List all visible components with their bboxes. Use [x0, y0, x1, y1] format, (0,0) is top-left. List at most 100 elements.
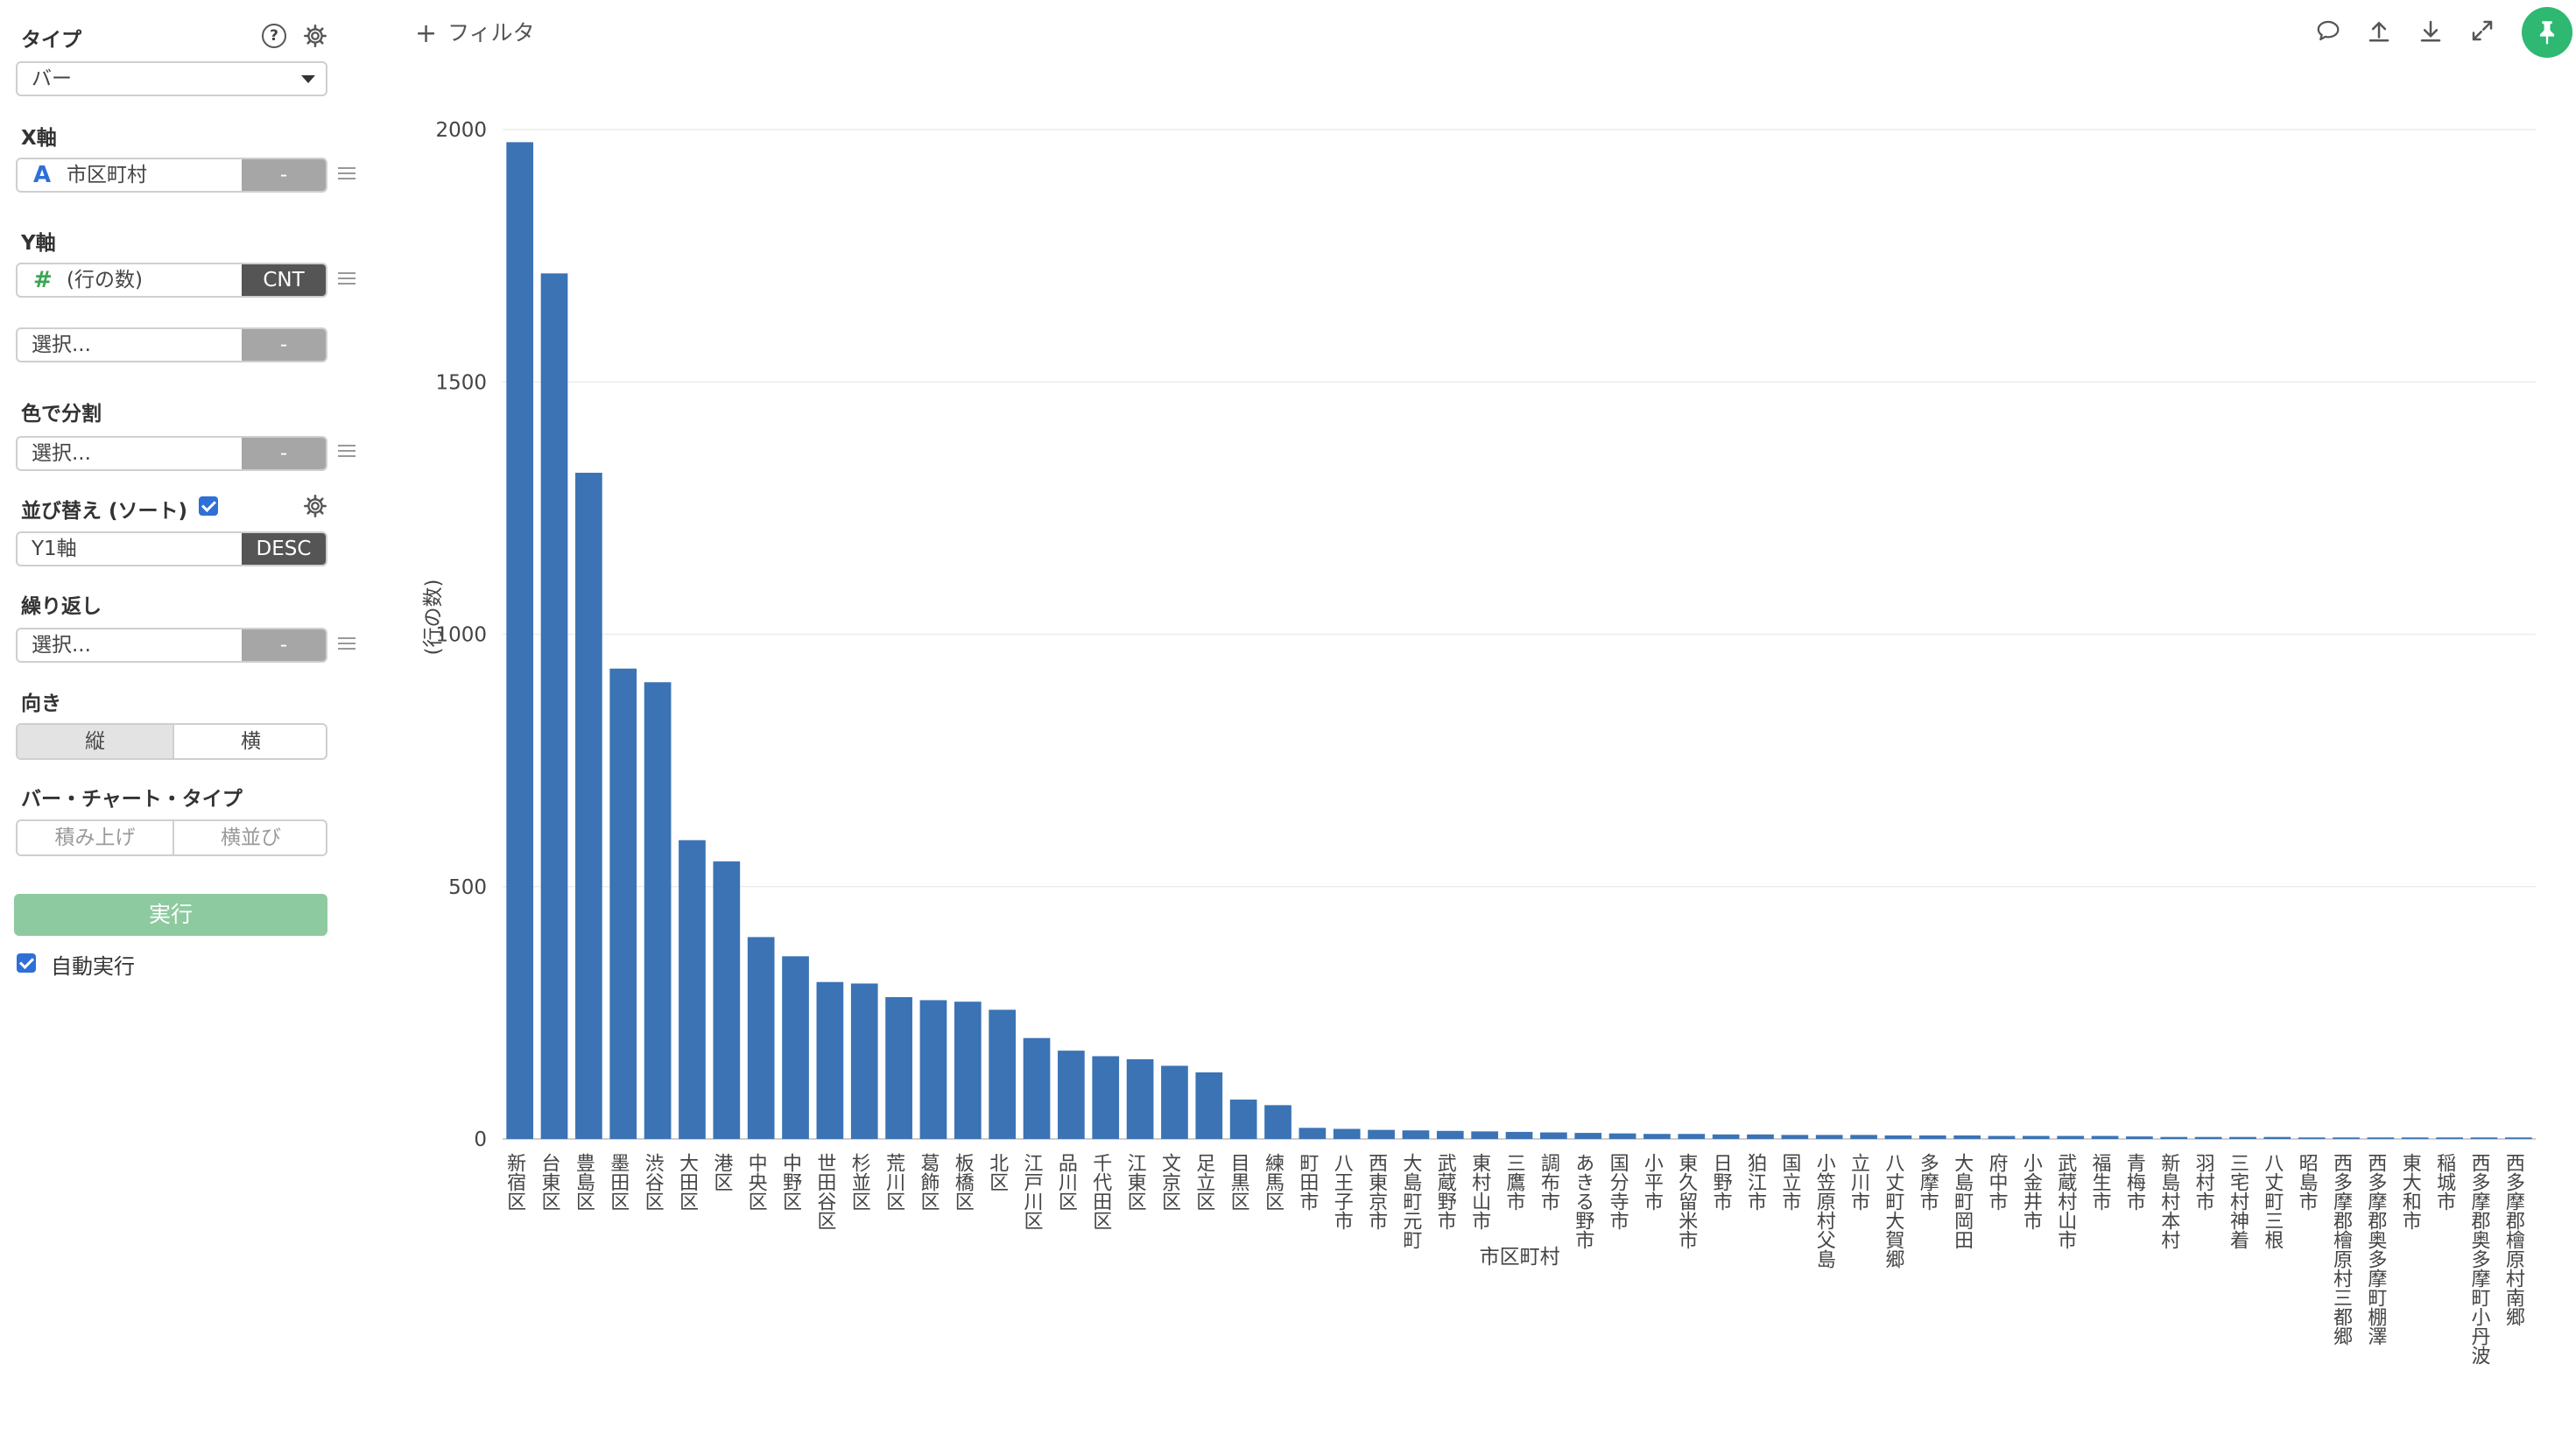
y-axis-menu-icon[interactable] [338, 272, 355, 290]
bar[interactable] [1229, 1100, 1257, 1139]
bar[interactable] [2436, 1137, 2463, 1139]
bar[interactable] [2091, 1135, 2119, 1139]
sort-field[interactable]: Y1軸 DESC [16, 531, 327, 566]
bar[interactable] [713, 861, 741, 1139]
y-axis-field[interactable]: # (行の数) CNT [16, 263, 327, 298]
bar[interactable] [1333, 1128, 1361, 1139]
bar[interactable] [782, 956, 809, 1139]
run-button[interactable]: 実行 [14, 894, 327, 936]
bar[interactable] [609, 668, 637, 1139]
bar[interactable] [506, 142, 534, 1140]
bar[interactable] [1368, 1129, 1395, 1139]
bar[interactable] [1436, 1130, 1464, 1139]
comment-icon[interactable] [2315, 18, 2341, 44]
bar[interactable] [1264, 1105, 1292, 1139]
pin-button[interactable] [2522, 7, 2572, 58]
bar[interactable] [1850, 1135, 1877, 1139]
bar[interactable] [2229, 1136, 2256, 1139]
bar[interactable] [2401, 1137, 2429, 1139]
bar[interactable] [850, 983, 878, 1139]
repeat-field[interactable]: 選択... - [16, 628, 327, 663]
y2-axis-field[interactable]: 選択... - [16, 327, 327, 362]
y2-axis-aggregation-button[interactable]: - [242, 329, 326, 361]
add-filter-button[interactable]: + フィルタ [415, 16, 535, 49]
bar[interactable] [679, 840, 706, 1139]
expand-icon[interactable] [2469, 18, 2495, 44]
bar[interactable] [1781, 1135, 1809, 1139]
x-axis-menu-icon[interactable] [338, 167, 355, 185]
bar[interactable] [1540, 1132, 1567, 1139]
bar[interactable] [2504, 1137, 2532, 1139]
x-tick-label: 荒川区 [883, 1153, 905, 1211]
color-split-aggregation-button[interactable]: - [242, 438, 326, 469]
bar[interactable] [1884, 1135, 1912, 1139]
bar[interactable] [885, 997, 912, 1139]
x-tick-label: 港区 [710, 1153, 733, 1191]
bar[interactable] [989, 1009, 1017, 1139]
bar[interactable] [1195, 1072, 1223, 1139]
bar[interactable] [1574, 1133, 1602, 1139]
bar[interactable] [816, 981, 844, 1139]
color-split-field[interactable]: 選択... - [16, 436, 327, 471]
bar-chart-type-toggle: 積み上げ 横並び [16, 819, 327, 856]
bar[interactable] [1023, 1037, 1051, 1139]
bar[interactable] [2057, 1135, 2085, 1139]
bar[interactable] [1608, 1133, 1636, 1139]
x-tick-label: 江東区 [1124, 1153, 1147, 1211]
bar[interactable] [1678, 1134, 1706, 1139]
bar[interactable] [575, 473, 602, 1139]
type-select[interactable]: バー [16, 61, 327, 96]
bar[interactable] [2263, 1136, 2291, 1139]
help-icon[interactable]: ? [262, 24, 286, 48]
orientation-vertical-option[interactable]: 縦 [18, 725, 174, 758]
bar[interactable] [1161, 1065, 1188, 1139]
color-split-menu-icon[interactable] [338, 445, 355, 462]
bar[interactable] [2333, 1137, 2360, 1139]
download-icon[interactable] [2418, 18, 2444, 44]
auto-run-checkbox[interactable] [17, 953, 36, 973]
x-tick-label: 豊島区 [573, 1153, 595, 1211]
x-tick-label: 東村山市 [1468, 1153, 1491, 1230]
bar[interactable] [747, 937, 775, 1139]
bar[interactable] [2160, 1136, 2188, 1139]
bar[interactable] [954, 1002, 982, 1139]
bar[interactable] [1712, 1134, 1740, 1139]
bar[interactable] [2022, 1135, 2050, 1139]
bar[interactable] [1953, 1135, 1981, 1139]
bar[interactable] [919, 1000, 947, 1139]
bar-type-stacked-option[interactable]: 積み上げ [18, 821, 174, 854]
bar[interactable] [1126, 1058, 1154, 1139]
bar[interactable] [1505, 1131, 1533, 1139]
x-tick-label: 中央区 [745, 1153, 768, 1211]
bar[interactable] [1092, 1056, 1120, 1139]
x-tick-label: 国分寺市 [1607, 1153, 1629, 1230]
sort-order-button[interactable]: DESC [242, 533, 326, 565]
bar[interactable] [1402, 1130, 1430, 1139]
bar[interactable] [1471, 1131, 1498, 1139]
x-axis-field[interactable]: A 市区町村 - [16, 158, 327, 193]
bar[interactable] [1988, 1135, 2016, 1139]
bar[interactable] [2126, 1136, 2153, 1139]
repeat-menu-icon[interactable] [338, 637, 355, 655]
bar[interactable] [2470, 1137, 2498, 1139]
bar[interactable] [2298, 1137, 2326, 1139]
bar[interactable] [1299, 1128, 1327, 1139]
bar[interactable] [2367, 1137, 2395, 1139]
y-axis-aggregation-button[interactable]: CNT [242, 264, 326, 296]
gear-icon[interactable] [303, 24, 327, 48]
upload-icon[interactable] [2366, 18, 2392, 44]
bar[interactable] [2194, 1136, 2222, 1139]
bar[interactable] [1643, 1134, 1671, 1139]
orientation-horizontal-option[interactable]: 横 [241, 730, 261, 753]
bar[interactable] [1058, 1051, 1085, 1139]
bar[interactable] [1815, 1135, 1843, 1139]
sort-gear-icon[interactable] [303, 494, 327, 518]
sort-checkbox[interactable] [199, 496, 218, 516]
bar[interactable] [540, 273, 568, 1139]
bar[interactable] [644, 682, 672, 1139]
x-axis-aggregation-button[interactable]: - [242, 159, 326, 191]
bar-type-side-by-side-option[interactable]: 横並び [221, 826, 281, 849]
repeat-aggregation-button[interactable]: - [242, 629, 326, 661]
bar[interactable] [1918, 1135, 1946, 1139]
bar[interactable] [1747, 1134, 1774, 1139]
